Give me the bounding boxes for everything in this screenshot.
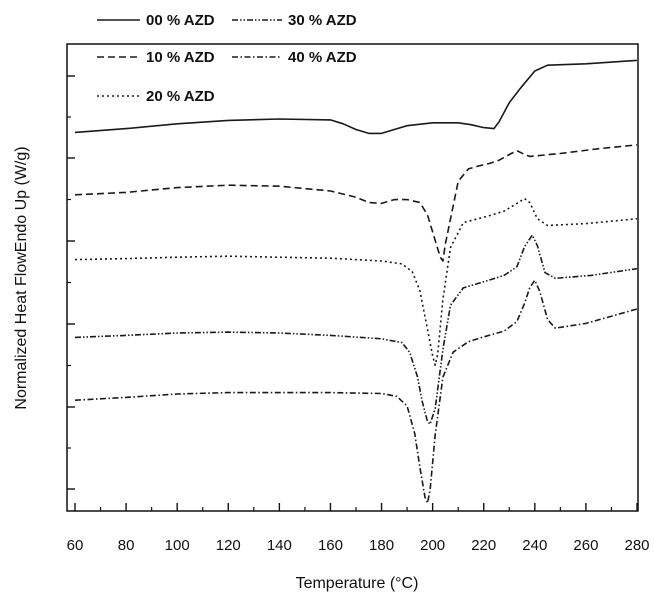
y-axis-title: Normalized Heat FlowEndo Up (W/g) [13, 146, 30, 409]
x-tick-label: 120 [216, 537, 241, 554]
legend-label-4: 30 % AZD [288, 12, 357, 29]
legend-label-5: 40 % AZD [288, 49, 357, 66]
x-tick-label: 200 [420, 537, 445, 554]
legend-label-3: 20 % AZD [146, 88, 215, 105]
series-line-1 [74, 59, 638, 135]
x-tick-label: 60 [67, 537, 84, 554]
x-tick-label: 160 [318, 537, 343, 554]
x-axis-title: Temperature (°C) [296, 575, 419, 592]
x-tick-label: 100 [165, 537, 190, 554]
x-axis-ticks [74, 503, 638, 511]
legend-label-2: 10 % AZD [146, 49, 215, 66]
plot-frame [66, 43, 639, 512]
series-line-3 [74, 197, 638, 366]
legend: 00 % AZD 30 % AZD 10 % AZD 40 % AZD 20 % AZD [97, 12, 357, 105]
y-axis-ticks [67, 75, 75, 490]
x-tick-label: 280 [624, 537, 649, 554]
legend-label-1: 00 % AZD [146, 12, 215, 29]
series-group [74, 59, 638, 504]
x-tick-label: 80 [118, 537, 135, 554]
x-tick-label: 220 [471, 537, 496, 554]
series-line-2 [74, 144, 638, 262]
x-axis-tick-labels: 60 80 100 120 140 160 180 200 220 240 260 280 [67, 537, 650, 554]
series-line-4 [74, 234, 638, 425]
x-tick-label: 260 [573, 537, 598, 554]
x-tick-label: 240 [522, 537, 547, 554]
series-line-5 [74, 279, 638, 504]
x-tick-label: 140 [267, 537, 292, 554]
x-tick-label: 180 [369, 537, 394, 554]
